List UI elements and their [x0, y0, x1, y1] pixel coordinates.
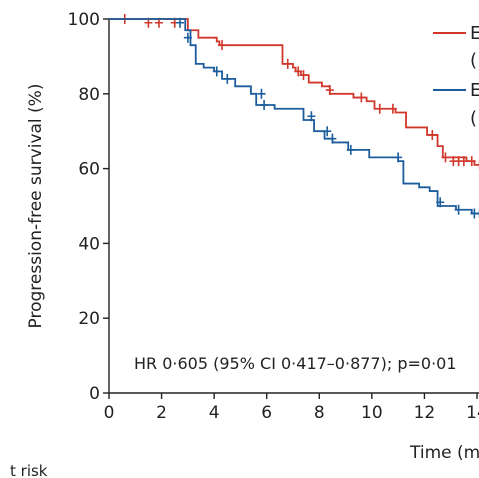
censor-mark-1: [388, 103, 397, 114]
y-axis-title: Progression-free survival (%): [26, 84, 46, 329]
x-tick-label: 10: [361, 403, 383, 423]
y-ticks: 0 20 40 60 80 100: [68, 10, 109, 404]
censor-mark-1: [294, 66, 303, 77]
censor-mark-2: [328, 133, 337, 144]
x-tick-label: 6: [261, 403, 272, 423]
censor-mark-2: [260, 100, 269, 111]
legend-label-1: E: [470, 23, 479, 44]
legend-label-3: E: [470, 80, 479, 101]
censor-mark-2: [454, 204, 463, 215]
censor-mark-2: [307, 111, 316, 122]
censor-mark-2: [323, 126, 332, 137]
x-tick-label: 4: [209, 403, 220, 423]
km-curves: [109, 14, 479, 219]
censor-mark-2: [212, 66, 221, 77]
censor-mark-1: [441, 152, 450, 163]
censor-mark-2: [394, 152, 403, 163]
hr-annotation: HR 0·605 (95% CI 0·417–0·877); p=0·01: [134, 354, 457, 373]
censor-mark-1: [475, 159, 479, 170]
km-curve-1: [109, 18, 479, 166]
censor-mark-2: [436, 197, 445, 208]
km-curve-2: [109, 18, 479, 215]
legend-label-4: (: [470, 108, 477, 129]
legend-label-2: (: [470, 50, 477, 71]
censor-mark-1: [357, 92, 366, 103]
censor-mark-1: [467, 156, 476, 167]
censor-mark-2: [175, 17, 184, 28]
x-tick-label: 14: [466, 403, 479, 423]
y-tick-label: 40: [78, 234, 100, 254]
censor-mark-1: [375, 103, 384, 114]
censor-mark-1: [218, 40, 227, 51]
censor-mark-2: [183, 32, 192, 43]
censor-mark-1: [459, 156, 468, 167]
censor-mark-2: [346, 144, 355, 155]
y-tick-label: 20: [78, 309, 100, 329]
y-tick-label: 0: [89, 384, 100, 404]
censor-mark-1: [428, 129, 437, 140]
x-tick-label: 0: [104, 403, 115, 423]
x-ticks: 0 2 4 6 8 10 12 14: [104, 393, 479, 423]
censor-mark-1: [299, 70, 308, 81]
y-tick-label: 80: [78, 85, 100, 105]
y-tick-label: 100: [68, 10, 100, 30]
x-tick-label: 12: [414, 403, 436, 423]
x-tick-label: 8: [314, 403, 325, 423]
x-axis-title: Time (m: [409, 443, 479, 463]
censor-mark-1: [283, 58, 292, 69]
number-at-risk-label: t risk: [10, 462, 48, 478]
censor-mark-2: [257, 88, 266, 99]
x-tick-label: 2: [156, 403, 167, 423]
y-tick-label: 60: [78, 160, 100, 180]
legend: E ( E (: [433, 23, 479, 129]
censor-mark-2: [475, 208, 479, 219]
censor-mark-1: [325, 85, 334, 96]
censor-mark-2: [223, 73, 232, 84]
